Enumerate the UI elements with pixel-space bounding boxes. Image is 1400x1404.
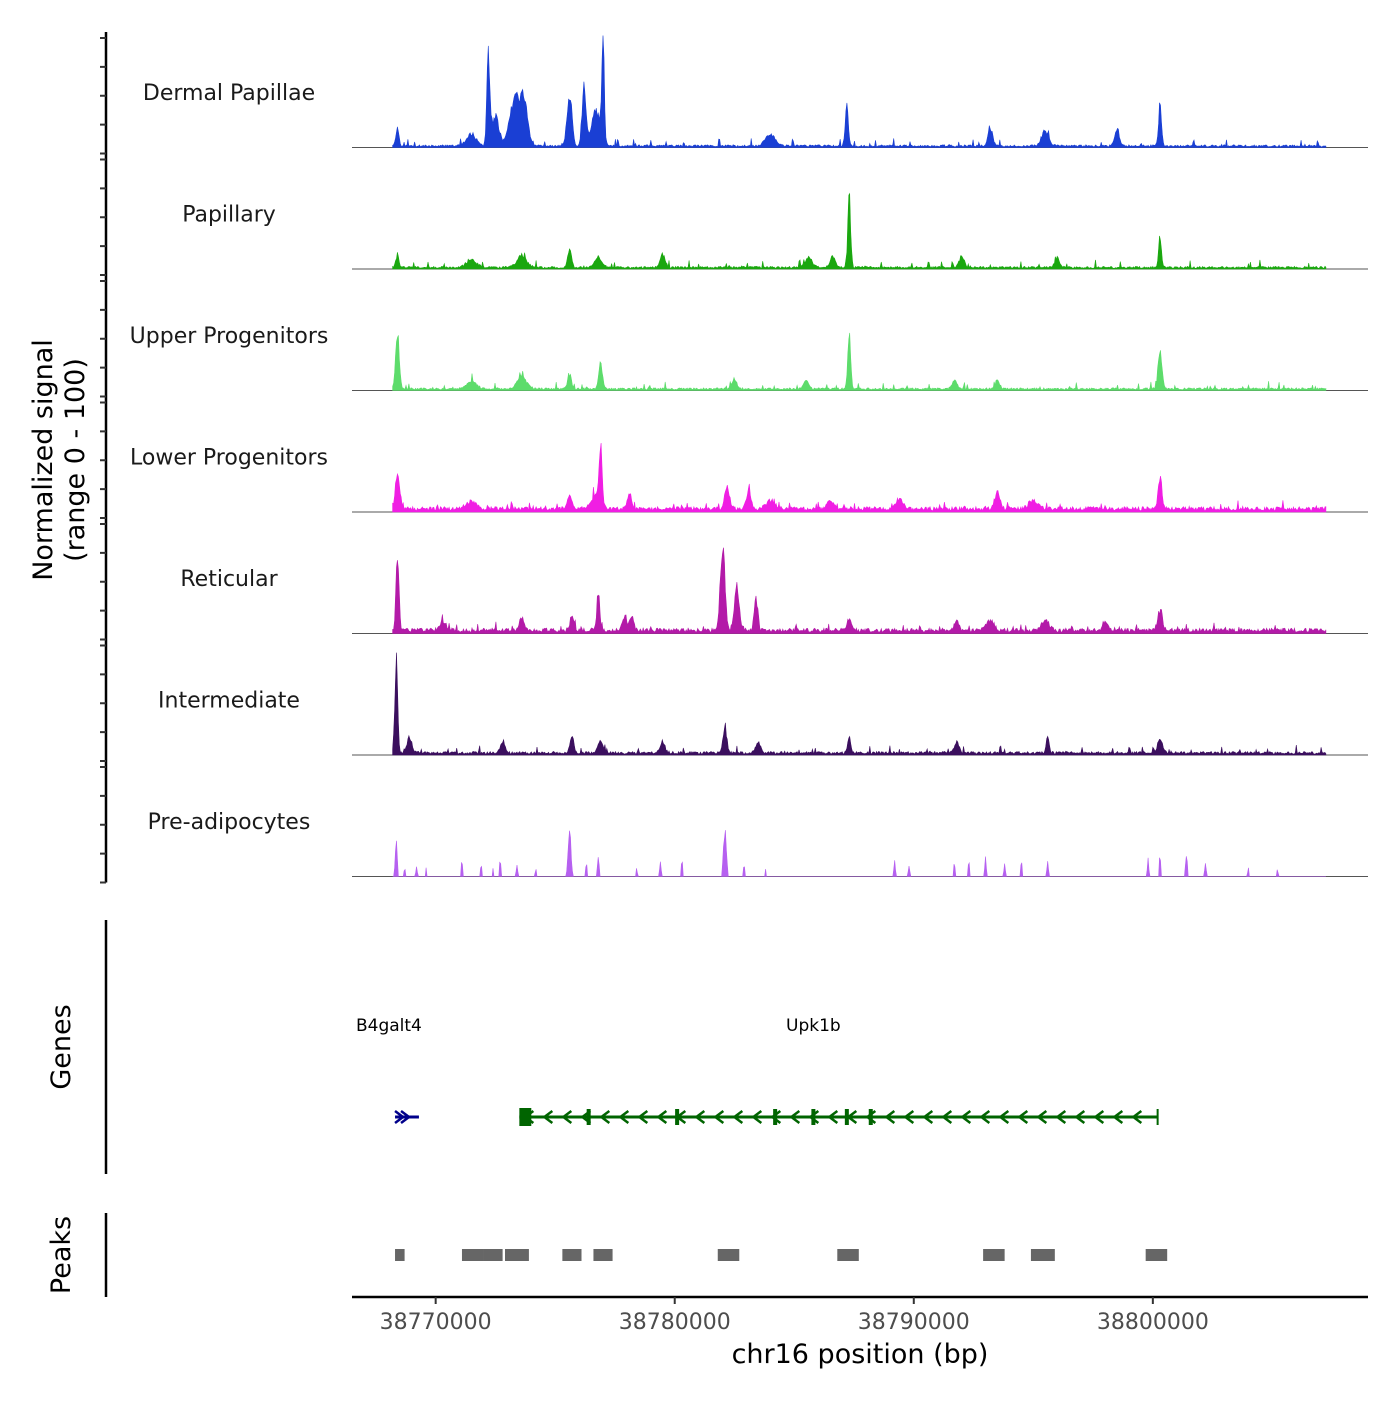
gene-label: B4galt4 [356,1016,422,1036]
gene-track: B4galt4 Upk1b [356,1016,1159,1126]
coverage-area [392,192,1327,270]
track-lower-progenitors: Lower Progenitors [130,442,1368,513]
gene-exon [811,1109,816,1125]
peak-region [483,1249,503,1261]
gene-strand-chevron [884,1110,896,1124]
gene-start-mark [394,1110,406,1124]
gene-strand-chevron [599,1110,611,1124]
gene-exon [675,1109,680,1125]
gene-exon [773,1109,778,1125]
track-label: Papillary [182,203,276,228]
gene-upk1b: Upk1b [519,1016,1159,1126]
gene-strand-chevron [1074,1110,1086,1124]
gene-strand-chevron [1112,1110,1124,1124]
track-label: Upper Progenitors [130,324,329,349]
track-reticular: Reticular [180,547,1368,634]
y-axis-label-line2: (range 0 - 100) [60,358,91,562]
track-dermal-papillae: Dermal Papillae [143,35,1368,148]
x-axis-label: chr16 position (bp) [732,1339,989,1370]
track-label: Intermediate [158,689,300,714]
axes: 38770000 38780000 38790000 38800000 [100,32,1368,1335]
peaks-axis-label: Peaks [46,1216,77,1294]
y-axis-label-line1: Normalized signal [28,339,59,581]
gene-strand-chevron [732,1110,744,1124]
gene-strand-chevron [694,1110,706,1124]
x-tick-label: 38790000 [858,1310,970,1335]
gene-strand-chevron [561,1110,573,1124]
peak-region [837,1249,859,1261]
peak-region [1030,1249,1055,1261]
coverage-area [392,442,1327,513]
gene-strand-chevron [808,1110,820,1124]
gene-strand-chevron [656,1110,668,1124]
gene-strand-chevron [1017,1110,1029,1124]
gene-strand-chevron [637,1110,649,1124]
track-label: Lower Progenitors [130,446,328,471]
gene-strand-chevron [789,1110,801,1124]
gene-strand-chevron [922,1110,934,1124]
genes-axis-label: Genes [46,1004,77,1089]
gene-strand-chevron [542,1110,554,1124]
gene-exon [868,1109,873,1125]
gene-strand-chevron [1093,1110,1105,1124]
gene-b4galt4: B4galt4 [356,1016,422,1124]
gene-exon [844,1109,849,1125]
gene-exon [586,1109,591,1125]
gene-strand-chevron [1036,1110,1048,1124]
gene-strand-chevron [751,1110,763,1124]
track-label: Pre-adipocytes [148,810,311,835]
gene-strand-chevron [941,1110,953,1124]
gene-strand-chevron [618,1110,630,1124]
gene-strand-chevron [960,1110,972,1124]
gene-strand-chevron [400,1110,412,1124]
peak-region [395,1249,405,1261]
gene-strand-chevron [998,1110,1010,1124]
coverage-tracks: Dermal Papillae Papillary Upper Progenitor… [130,35,1368,877]
peak-track [395,1249,1168,1261]
peak-region [562,1249,582,1261]
gene-strand-chevron [1055,1110,1067,1124]
x-tick-label: 38800000 [1097,1310,1209,1335]
track-intermediate: Intermediate [158,652,1368,756]
coverage-area [392,547,1327,634]
coverage-area [392,35,1327,148]
peak-region [717,1249,740,1261]
peak-region [461,1249,484,1261]
track-pre-adipocytes: Pre-adipocytes [148,810,1368,877]
track-label: Dermal Papillae [143,81,315,106]
gene-strand-chevron [1131,1110,1143,1124]
gene-strand-chevron [713,1110,725,1124]
x-tick-label: 38780000 [619,1310,731,1335]
peak-region [593,1249,613,1261]
coverage-area [392,830,1326,877]
x-tick-label: 38770000 [380,1310,492,1335]
gene-label: Upk1b [786,1016,841,1036]
gene-exon [519,1108,532,1126]
track-upper-progenitors: Upper Progenitors [130,324,1368,391]
coverage-area [392,332,1327,391]
peak-region [504,1249,529,1261]
peak-region [1145,1249,1168,1261]
track-label: Reticular [180,567,278,592]
coverage-area [392,652,1327,756]
gene-strand-chevron [979,1110,991,1124]
track-papillary: Papillary [182,192,1368,270]
gene-strand-chevron [903,1110,915,1124]
peak-region [983,1249,1005,1261]
gene-strand-chevron [827,1110,839,1124]
gene-strand-chevron [770,1110,782,1124]
